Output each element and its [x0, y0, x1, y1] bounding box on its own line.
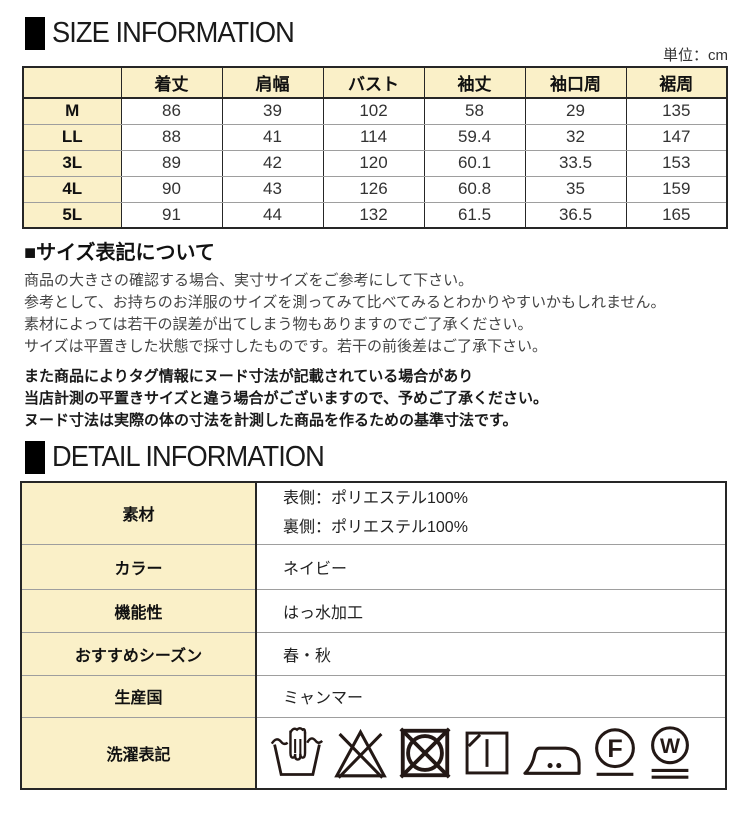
- size-label-cell: M: [22, 97, 122, 125]
- size-value-cell: 42: [221, 149, 324, 177]
- size-value-cell: 35: [524, 175, 627, 203]
- size-value-cell: 132: [322, 201, 425, 229]
- size-value-cell: 102: [322, 97, 425, 125]
- note-line: 素材によっては若干の誤差が出てしまう物もありますのでご了承ください。: [24, 316, 533, 333]
- detail-label-cell: おすすめシーズン: [20, 631, 257, 676]
- size-information-heading: SIZE INFORMATION: [25, 16, 750, 50]
- size-information-title: SIZE INFORMATION: [52, 16, 295, 49]
- size-col-header: 着丈: [120, 66, 223, 99]
- size-value-cell: 58: [423, 97, 526, 125]
- size-notes-paragraphs: 商品の大きさの確認する場合、実寸サイズをご参考にして下さい。 参考として、お持ち…: [24, 270, 750, 358]
- detail-value-cell: ミャンマー: [255, 674, 727, 718]
- wet-clean-w-icon: W: [651, 726, 689, 779]
- size-value-cell: 36.5: [524, 201, 627, 229]
- detail-value-cell: 春・秋: [255, 631, 727, 676]
- detail-value-cell: ネイビー: [255, 543, 727, 590]
- size-table-header-row: 着丈 肩幅 バスト 袖丈 袖口周 裾周: [22, 66, 728, 99]
- unit-label: 単位：cm: [663, 47, 728, 64]
- size-value-cell: 60.1: [423, 149, 526, 177]
- care-symbols: F W: [269, 724, 725, 782]
- detail-information-title: DETAIL INFORMATION: [52, 440, 325, 473]
- do-not-bleach-icon: [334, 728, 387, 779]
- size-value-cell: 135: [625, 97, 728, 125]
- do-not-tumble-dry-icon: [399, 727, 451, 779]
- size-col-header: 袖丈: [423, 66, 526, 99]
- size-col-header: バスト: [322, 66, 425, 99]
- size-table-row: 3L 89 42 120 60.1 33.5 153: [22, 149, 728, 177]
- iron-medium-icon: [523, 746, 581, 775]
- hand-wash-icon: [270, 726, 324, 776]
- size-col-header: 袖口周: [524, 66, 627, 99]
- detail-row-material: 素材 表側：ポリエステル100% 裏側：ポリエステル100%: [20, 481, 727, 545]
- dry-clean-f-icon: F: [595, 728, 635, 776]
- detail-label-cell: カラー: [20, 543, 257, 590]
- size-value-cell: 153: [625, 149, 728, 177]
- size-value-cell: 89: [120, 149, 223, 177]
- size-value-cell: 86: [120, 97, 223, 125]
- size-table-row: 4L 90 43 126 60.8 35 159: [22, 175, 728, 203]
- size-label-cell: 5L: [22, 201, 122, 229]
- size-value-cell: 44: [221, 201, 324, 229]
- size-value-cell: 59.4: [423, 123, 526, 151]
- note-line: 参考として、お持ちのお洋服のサイズを測ってみて比べてみるとわかりやすいかもしれま…: [24, 294, 666, 311]
- detail-value-cell: はっ水加工: [255, 588, 727, 633]
- dry-in-shade-icon: [465, 731, 509, 775]
- size-value-cell: 60.8: [423, 175, 526, 203]
- size-value-cell: 39: [221, 97, 324, 125]
- note-line-bold: また商品によりタグ情報にヌード寸法が記載されている場合があり: [24, 368, 474, 385]
- size-col-header: 裾周: [625, 66, 728, 99]
- detail-row-color: カラー ネイビー: [20, 543, 727, 590]
- size-table-row: LL 88 41 114 59.4 32 147: [22, 123, 728, 151]
- note-line-bold: 当店計測の平置きサイズと違う場合がございますので、予めご了承ください。: [24, 390, 548, 407]
- care-symbols-cell: F W: [255, 716, 727, 790]
- size-value-cell: 90: [120, 175, 223, 203]
- size-value-cell: 43: [221, 175, 324, 203]
- note-line: サイズは平置きした状態で採寸したものです。若干の前後差はご了承下さい。: [24, 338, 548, 355]
- size-label-cell: 3L: [22, 149, 122, 177]
- size-value-cell: 165: [625, 201, 728, 229]
- svg-text:F: F: [607, 735, 622, 763]
- black-square-bullet-icon: [25, 440, 45, 474]
- detail-table: 素材 表側：ポリエステル100% 裏側：ポリエステル100% カラー ネイビー …: [20, 481, 727, 790]
- detail-value-cell: 表側：ポリエステル100% 裏側：ポリエステル100%: [255, 481, 727, 545]
- size-value-cell: 91: [120, 201, 223, 229]
- size-value-cell: 41: [221, 123, 324, 151]
- detail-label-cell: 生産国: [20, 674, 257, 718]
- material-line: 裏側：ポリエステル100%: [283, 519, 468, 537]
- detail-row-care: 洗濯表記: [20, 716, 727, 790]
- size-value-cell: 61.5: [423, 201, 526, 229]
- size-value-cell: 126: [322, 175, 425, 203]
- detail-row-season: おすすめシーズン 春・秋: [20, 631, 727, 676]
- size-label-cell: LL: [22, 123, 122, 151]
- size-table: 着丈 肩幅 バスト 袖丈 袖口周 裾周 M 86 39 102 58 29 13…: [22, 66, 728, 229]
- svg-text:W: W: [660, 734, 681, 758]
- size-value-cell: 32: [524, 123, 627, 151]
- detail-label-cell: 素材: [20, 481, 257, 545]
- size-table-row: 5L 91 44 132 61.5 36.5 165: [22, 201, 728, 229]
- detail-row-function: 機能性 はっ水加工: [20, 588, 727, 633]
- detail-information-heading: DETAIL INFORMATION: [25, 440, 750, 474]
- black-square-bullet-icon: [25, 16, 45, 50]
- note-line-bold: ヌード寸法は実際の体の寸法を計測した商品を作るための基準寸法です。: [24, 412, 518, 429]
- size-value-cell: 159: [625, 175, 728, 203]
- size-value-cell: 29: [524, 97, 627, 125]
- detail-label-cell: 機能性: [20, 588, 257, 633]
- size-table-corner-cell: [22, 66, 122, 99]
- size-label-cell: 4L: [22, 175, 122, 203]
- size-col-header: 肩幅: [221, 66, 324, 99]
- note-line: 商品の大きさの確認する場合、実寸サイズをご参考にして下さい。: [24, 272, 474, 289]
- detail-row-country: 生産国 ミャンマー: [20, 674, 727, 718]
- size-value-cell: 147: [625, 123, 728, 151]
- size-value-cell: 33.5: [524, 149, 627, 177]
- material-line: 表側：ポリエステル100%: [283, 490, 468, 508]
- size-table-row: M 86 39 102 58 29 135: [22, 97, 728, 125]
- size-notes-bold-paragraphs: また商品によりタグ情報にヌード寸法が記載されている場合があり 当店計測の平置きサ…: [24, 366, 750, 432]
- detail-label-cell: 洗濯表記: [20, 716, 257, 790]
- size-value-cell: 114: [322, 123, 425, 151]
- size-value-cell: 120: [322, 149, 425, 177]
- size-value-cell: 88: [120, 123, 223, 151]
- product-spec-page: SIZE INFORMATION 単位：cm 着丈 肩幅 バスト 袖丈 袖口周 …: [0, 16, 750, 790]
- size-notes-heading: ■サイズ表記について: [24, 242, 215, 264]
